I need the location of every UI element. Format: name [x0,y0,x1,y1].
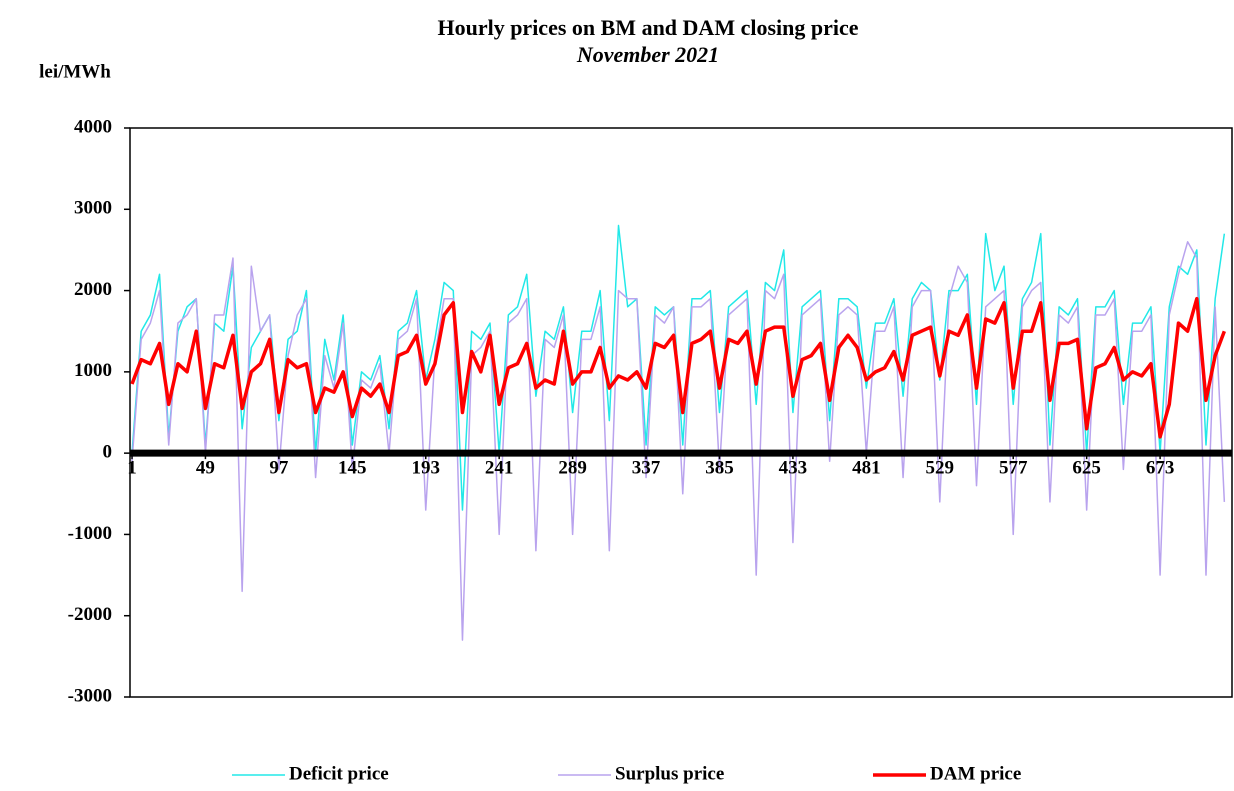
plot-area [129,127,1233,698]
y-tick-label: 2000 [74,279,112,300]
series-line [130,296,1226,439]
x-tick-label: 49 [196,458,215,479]
x-tick-label: 193 [411,458,440,479]
y-tick-label: 0 [103,442,113,463]
x-tick-label: 241 [485,458,514,479]
y-tick-label: 4000 [74,116,112,137]
legend-label: DAM price [930,763,1021,784]
y-tick-label: -3000 [68,685,112,706]
y-tick-label: 1000 [74,360,112,381]
x-tick-label: 577 [999,458,1028,479]
chart-subtitle: November 2021 [576,42,719,67]
x-tick-label: 481 [852,458,881,479]
chart-title: Hourly prices on BM and DAM closing pric… [437,15,858,40]
legend-label: Deficit price [289,763,389,784]
y-tick-label: -1000 [68,523,112,544]
x-tick-label: 337 [632,458,661,479]
x-tick-label: 145 [338,458,367,479]
x-tick-label: 433 [779,458,808,479]
x-tick-label: 1 [127,458,137,479]
x-tick-label: 529 [926,458,955,479]
legend-label: Surplus price [615,763,724,784]
y-tick-label: -2000 [68,604,112,625]
x-tick-label: 97 [269,458,289,479]
x-tick-label: 385 [705,458,734,479]
x-tick-label: 625 [1072,458,1101,479]
series-line [131,241,1226,641]
y-tick-label: 3000 [74,198,112,219]
x-tick-label: 289 [558,458,587,479]
x-tick-label: 673 [1146,458,1175,479]
y-axis-label: lei/MWh [39,61,111,82]
